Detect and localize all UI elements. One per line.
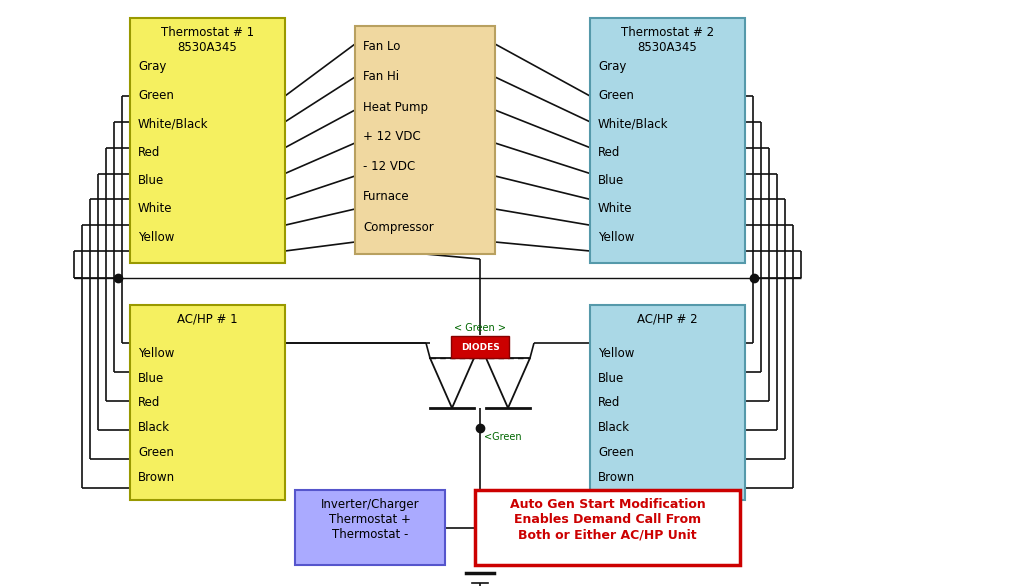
Text: - 12 VDC: - 12 VDC xyxy=(362,161,416,173)
Text: White/Black: White/Black xyxy=(598,117,669,130)
Text: Heat Pump: Heat Pump xyxy=(362,101,428,114)
Bar xyxy=(130,305,285,500)
Text: Red: Red xyxy=(138,396,161,410)
Bar xyxy=(590,18,745,263)
Text: Thermostat # 1
8530A345: Thermostat # 1 8530A345 xyxy=(161,26,254,54)
Text: White/Black: White/Black xyxy=(138,117,209,130)
Bar xyxy=(590,305,745,500)
Text: Blue: Blue xyxy=(598,372,625,384)
Text: Brown: Brown xyxy=(598,471,635,484)
Text: White: White xyxy=(598,202,633,216)
Text: Thermostat # 2
8530A345: Thermostat # 2 8530A345 xyxy=(621,26,714,54)
Bar xyxy=(475,490,740,565)
Text: Yellow: Yellow xyxy=(598,347,635,360)
Bar xyxy=(130,18,285,263)
Text: Furnace: Furnace xyxy=(362,190,410,203)
Text: AC/HP # 2: AC/HP # 2 xyxy=(637,313,697,326)
Text: Black: Black xyxy=(598,421,630,434)
Text: Yellow: Yellow xyxy=(138,347,174,360)
Text: Black: Black xyxy=(138,421,170,434)
Text: Compressor: Compressor xyxy=(362,220,434,233)
Text: Brown: Brown xyxy=(138,471,175,484)
Text: Yellow: Yellow xyxy=(598,231,635,244)
Text: + 12 VDC: + 12 VDC xyxy=(362,131,421,144)
Text: Gray: Gray xyxy=(138,60,166,73)
Text: Red: Red xyxy=(598,145,621,159)
Text: Fan Lo: Fan Lo xyxy=(362,40,400,53)
Text: Green: Green xyxy=(138,446,174,459)
Text: Gray: Gray xyxy=(598,60,627,73)
Text: Green: Green xyxy=(598,446,634,459)
Text: Auto Gen Start Modification
Enables Demand Call From
Both or Either AC/HP Unit: Auto Gen Start Modification Enables Dema… xyxy=(510,498,706,541)
Bar xyxy=(451,336,509,358)
Bar xyxy=(295,490,445,565)
Text: Blue: Blue xyxy=(598,174,625,187)
Text: Red: Red xyxy=(598,396,621,410)
Text: Blue: Blue xyxy=(138,174,164,187)
Text: < Green >: < Green > xyxy=(454,323,506,333)
Text: Green: Green xyxy=(138,88,174,102)
Text: White: White xyxy=(138,202,172,216)
Text: Inverter/Charger
Thermostat +
Thermostat -: Inverter/Charger Thermostat + Thermostat… xyxy=(321,498,419,541)
Text: <Green: <Green xyxy=(484,432,521,442)
Bar xyxy=(355,26,495,254)
Text: Green: Green xyxy=(598,88,634,102)
Text: Fan Hi: Fan Hi xyxy=(362,70,399,83)
Text: AC/HP # 1: AC/HP # 1 xyxy=(177,313,238,326)
Text: Red: Red xyxy=(138,145,161,159)
Text: DIODES: DIODES xyxy=(461,342,500,352)
Text: Yellow: Yellow xyxy=(138,231,174,244)
Text: Blue: Blue xyxy=(138,372,164,384)
